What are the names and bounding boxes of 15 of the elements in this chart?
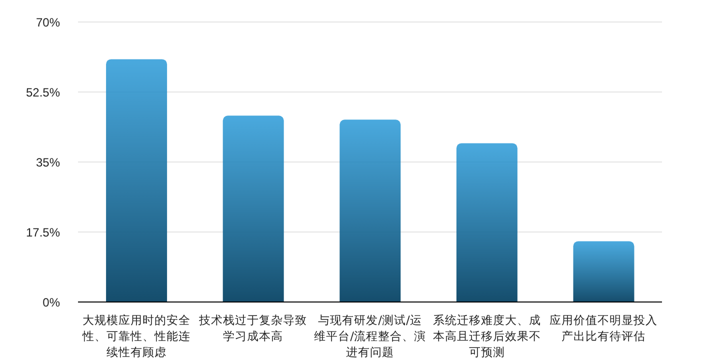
y-tick-label: 70%	[36, 15, 60, 30]
x-tick-label: 系统迁移难度大、成本高且迁移后效果不可预测	[432, 313, 541, 359]
y-tick-label: 35%	[36, 155, 60, 170]
y-tick-label: 52.5%	[26, 85, 60, 100]
bar	[106, 59, 168, 302]
x-tick-label: 技术栈过于复杂导致学习成本高	[198, 313, 308, 343]
x-tick-label: 应用价值不明显投入产出比有待评估	[550, 313, 658, 343]
y-tick-label: 17.5%	[26, 225, 60, 240]
y-tick-label: 0%	[42, 295, 60, 310]
bar	[573, 241, 634, 302]
bar	[222, 116, 284, 302]
bar	[456, 143, 518, 302]
x-tick-label: 与现有研发/测试/运维平台/流程整合、演进有问题	[314, 313, 426, 359]
bar	[340, 120, 401, 302]
x-tick-label: 大规模应用时的安全性、可靠性、性能连续性有顾虑	[81, 313, 190, 359]
